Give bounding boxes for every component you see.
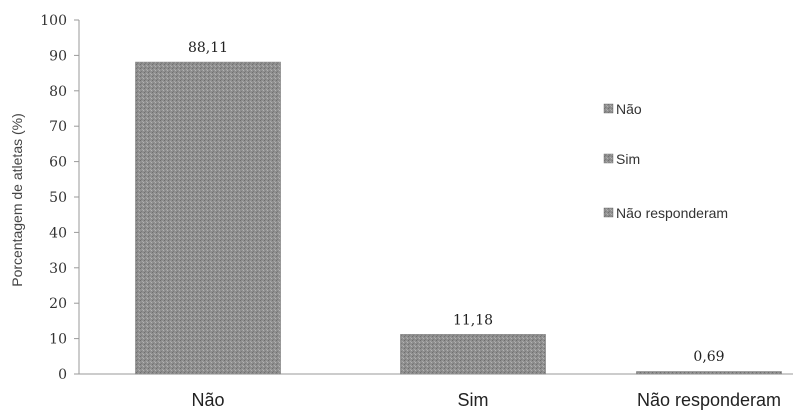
- legend-entry: Sim: [616, 151, 640, 167]
- bar: [636, 371, 782, 375]
- y-tick-label: 100: [40, 13, 67, 29]
- y-tick-label: 20: [49, 296, 67, 312]
- legend-entry: Não: [616, 101, 642, 117]
- y-tick-label: 70: [49, 119, 67, 135]
- y-tick-label: 40: [49, 225, 67, 241]
- x-category-label: Sim: [458, 390, 489, 410]
- bar: [400, 334, 546, 375]
- legend-swatch: [603, 153, 614, 164]
- y-tick-label: 50: [49, 190, 67, 206]
- y-tick-label: 90: [49, 48, 67, 64]
- y-axis-ticks: 0 10 20 30 40 50 60 70 80 90 100: [40, 13, 79, 383]
- x-category-label: Não: [191, 390, 224, 410]
- y-tick-label: 0: [58, 367, 67, 383]
- data-label: 0,69: [693, 349, 724, 365]
- legend-swatch: [603, 207, 614, 218]
- y-tick-label: 10: [49, 332, 67, 348]
- y-tick-label: 30: [49, 261, 67, 277]
- legend-entry: Não responderam: [616, 205, 728, 221]
- data-label: 88,11: [188, 40, 228, 56]
- y-tick-label: 80: [49, 84, 67, 100]
- data-label: 11,18: [453, 312, 493, 328]
- bars: 88,11 11,18 0,69: [135, 40, 782, 375]
- legend-swatch: [603, 103, 614, 114]
- y-tick-label: 60: [49, 155, 67, 171]
- legend: Não Sim Não responderam: [603, 101, 728, 221]
- y-axis-title: Porcentagem de atletas (%): [9, 113, 25, 287]
- category-labels: Não Sim Não responderam: [191, 390, 781, 410]
- bar: [135, 61, 281, 375]
- x-category-label: Não responderam: [637, 390, 781, 410]
